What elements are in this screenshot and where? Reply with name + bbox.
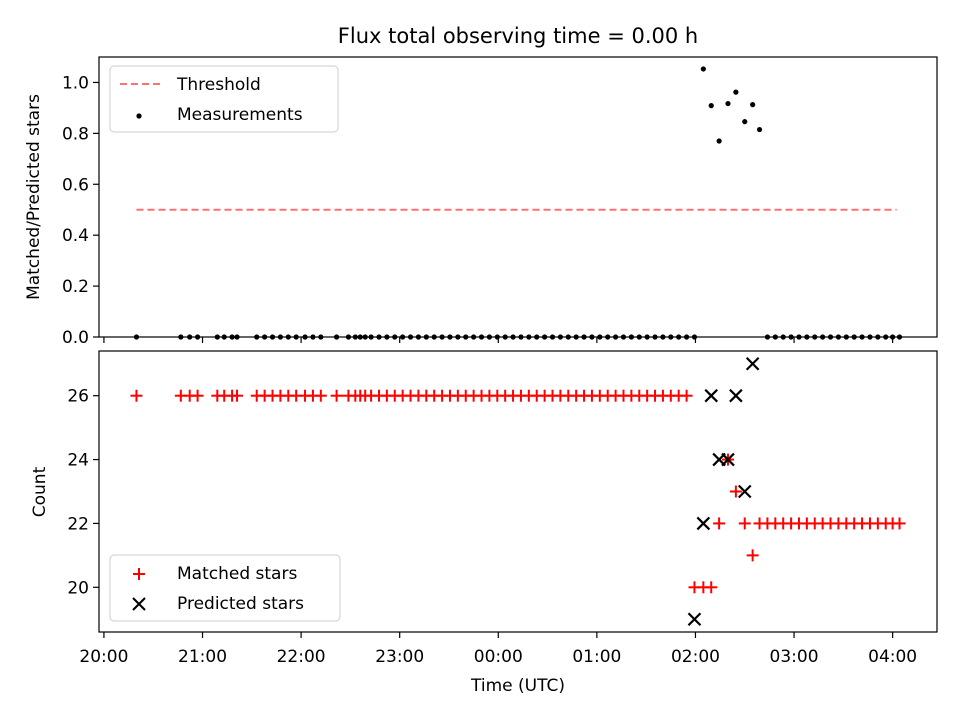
matched-star-point (130, 389, 143, 402)
measurement-point (700, 66, 706, 72)
predicted-star-point (721, 452, 735, 467)
matched-star-point (330, 389, 343, 402)
measurement-point (756, 126, 763, 133)
measurement-point (742, 119, 748, 125)
x-tick-label: 03:00 (770, 647, 819, 667)
bottom-legend: Matched stars Predicted stars (109, 554, 341, 622)
measurements-series (133, 66, 903, 340)
predicted-star-point (737, 484, 752, 499)
top-y-axis-label: Matched/Predicted stars (24, 94, 44, 300)
measurement-point (733, 89, 739, 95)
matched-star-point (191, 389, 204, 402)
bottom-y-axis-label: Count (30, 466, 50, 517)
top-y-tick-label: 0.8 (62, 124, 89, 144)
top-axis-ticks: 0.0 0.2 0.4 0.6 0.8 1.0 (62, 73, 894, 348)
bottom-chart: Count Time (UTC) 20 22 24 26 20:00 21:00 22:00… (30, 350, 938, 696)
top-y-tick-label: 1.0 (62, 73, 89, 93)
x-axis-label: Time (UTC) (470, 676, 565, 696)
x-tick-label: 23:00 (375, 647, 424, 667)
top-legend: Threshold Measurements (109, 65, 339, 133)
bottom-y-tick-label: 22 (67, 514, 89, 534)
x-tick-label: 20:00 (79, 647, 128, 667)
x-tick-label: 21:00 (178, 647, 227, 667)
predicted-star-point (745, 356, 760, 371)
bottom-y-tick-label: 26 (67, 387, 89, 407)
matched-stars-legend-label: Matched stars (177, 564, 297, 584)
top-y-tick-label: 0.6 (62, 175, 89, 195)
matched-star-point (705, 581, 718, 594)
x-tick-label: 02:00 (671, 647, 720, 667)
top-plot-frame (98, 56, 938, 338)
bottom-axis-ticks: 20 22 24 26 20:00 21:00 22:00 23:00 00:00 01:00 02… (67, 387, 917, 667)
measurement-point (750, 102, 756, 108)
bottom-y-tick-label: 24 (67, 451, 89, 471)
matched-stars-legend-swatch (133, 568, 145, 580)
chart-title: Flux total observing time = 0.00 h (338, 24, 698, 48)
bottom-plot-frame (98, 350, 938, 633)
top-y-tick-label: 0.4 (62, 226, 89, 246)
top-chart: Flux total observing time = 0.00 h Match… (24, 24, 938, 348)
predicted-stars-legend-swatch (132, 597, 146, 611)
measurement-point (708, 103, 714, 109)
measurement-point (725, 100, 731, 107)
matched-stars-series (130, 389, 906, 594)
predicted-stars-series (687, 356, 760, 627)
bottom-y-tick-label: 20 (67, 578, 89, 598)
matched-star-point (680, 389, 693, 402)
matched-star-point (231, 389, 244, 402)
top-y-tick-label: 0.2 (62, 277, 89, 297)
predicted-star-point (696, 516, 711, 531)
predicted-star-point (687, 612, 702, 627)
measurements-legend-label: Measurements (177, 105, 303, 125)
threshold-legend-label: Threshold (176, 75, 261, 95)
measurement-point (716, 138, 722, 144)
matched-star-point (314, 389, 327, 402)
top-legend-box (109, 65, 339, 133)
matched-star-point (713, 517, 726, 530)
matched-star-point (746, 549, 759, 562)
matched-star-point (893, 517, 906, 530)
x-tick-label: 01:00 (572, 647, 621, 667)
matched-star-point (738, 517, 751, 530)
top-y-tick-label: 0.0 (62, 328, 89, 348)
x-tick-label: 22:00 (277, 647, 326, 667)
measurements-legend-swatch (136, 113, 142, 119)
predicted-star-point (729, 388, 743, 403)
bottom-legend-box (109, 554, 341, 622)
predicted-stars-legend-label: Predicted stars (177, 594, 304, 614)
x-tick-label: 04:00 (868, 647, 917, 667)
x-tick-label: 00:00 (474, 647, 523, 667)
predicted-star-point (704, 388, 719, 403)
matched-star-point (729, 485, 742, 498)
